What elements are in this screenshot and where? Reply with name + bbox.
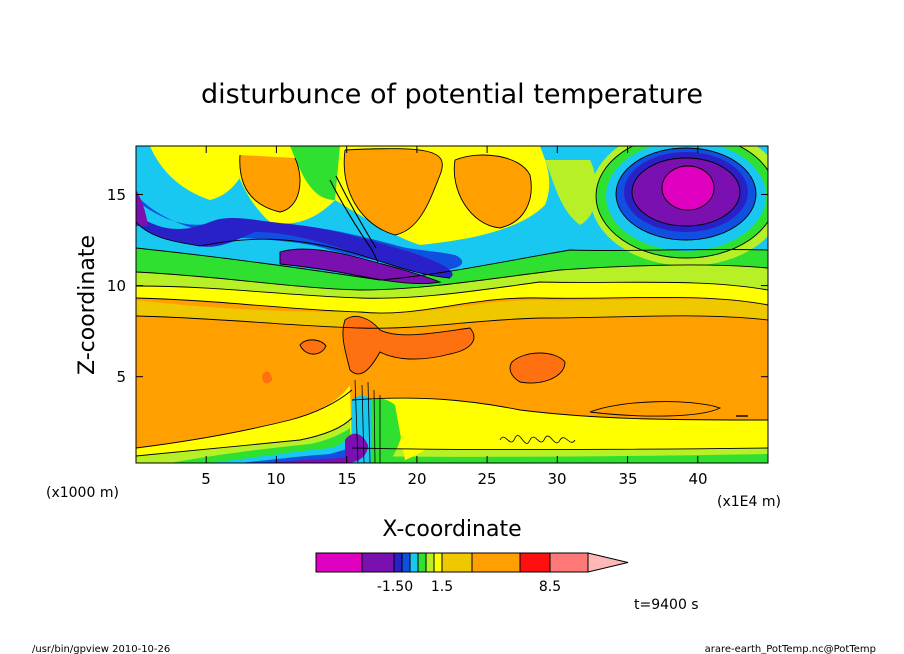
contour-field: [136, 146, 768, 463]
plume-orange-center: [344, 148, 443, 235]
x-tick-label: 35: [618, 470, 637, 488]
colorbar-label: 1.5: [431, 579, 453, 595]
x-axis-label: X-coordinate: [382, 517, 521, 542]
y-tick-label: 10: [107, 277, 126, 295]
plume-green-ring: [290, 146, 340, 200]
plume-lightgreen-right: [545, 160, 597, 225]
x-unit-right: (x1E4 m): [717, 494, 781, 510]
band-yellow-lower-right: [352, 398, 768, 463]
x-tick-label: 30: [547, 470, 566, 488]
vortex-magenta-core: [662, 166, 714, 210]
patch-darkorange-left: [300, 339, 326, 355]
colorbar-swatch: [394, 553, 402, 572]
colorbar-swatch: [472, 553, 520, 572]
plot-frame: [135, 145, 769, 464]
colorbar-swatch: [426, 553, 434, 572]
colorbar-swatch: [442, 553, 472, 572]
colorbar-label: -1.50: [377, 579, 413, 595]
y-tick-marks: [136, 194, 768, 378]
plume-orange-right: [454, 155, 532, 228]
plume-yellow-left: [150, 146, 255, 200]
colorbar-swatch: [410, 553, 418, 572]
y-axis-label: Z-coordinate: [75, 235, 100, 375]
colorbar-swatch: [550, 553, 588, 572]
y-tick-label: 15: [107, 186, 126, 204]
chart-title: disturbunce of potential temperature: [201, 79, 703, 110]
x-tick-label: 5: [201, 470, 211, 488]
time-label: t=9400 s: [634, 597, 699, 613]
band-purple-core: [280, 249, 440, 284]
x-tick-labels: 5 10 15 20 25 30 35 40: [201, 470, 707, 488]
contour-lines: [136, 146, 768, 463]
colorbar-swatch: [402, 553, 410, 572]
x-tick-label: 25: [477, 470, 496, 488]
band-yellow-line: [136, 298, 768, 329]
colorbar-swatch: [362, 553, 394, 572]
band-yellow-burst: [395, 403, 452, 460]
patch-darkorange-dot: [262, 371, 272, 384]
x-tick-label: 10: [266, 470, 285, 488]
x-tick-label: 40: [688, 470, 707, 488]
colorbar-border: [315, 552, 589, 573]
colorbar: -1.50 1.5 8.5: [315, 552, 629, 595]
colorbar-swatch: [316, 553, 362, 572]
footer-left: /usr/bin/gpview 2010-10-26: [32, 644, 170, 654]
colorbar-swatch: [434, 553, 442, 572]
band-purple-lower: [265, 456, 352, 463]
colorbar-arrow: [587, 552, 629, 573]
x-unit-left: (x1000 m): [46, 485, 119, 501]
y-tick-label: 5: [116, 368, 126, 386]
footer-right: arare-earth_PotTemp.nc@PotTemp: [705, 644, 876, 654]
colorbar-swatch: [418, 553, 426, 572]
band-lightorange-lens: [590, 401, 720, 417]
colorbar-label: 8.5: [539, 579, 561, 595]
plot-border: [135, 145, 769, 464]
plume-orange-left: [239, 155, 300, 212]
x-tick-label: 15: [337, 470, 356, 488]
x-tick-label: 20: [407, 470, 426, 488]
patch-darkorange-right: [510, 353, 565, 384]
band-darkblue-tongue: [136, 215, 453, 278]
band-green-lower-right: [352, 454, 768, 463]
colorbar-swatch: [520, 553, 550, 572]
x-tick-marks: [205, 146, 699, 463]
patch-darkorange-center: [342, 316, 474, 374]
band-purple-left: [136, 190, 148, 226]
y-tick-labels: 5 10 15: [107, 186, 126, 386]
